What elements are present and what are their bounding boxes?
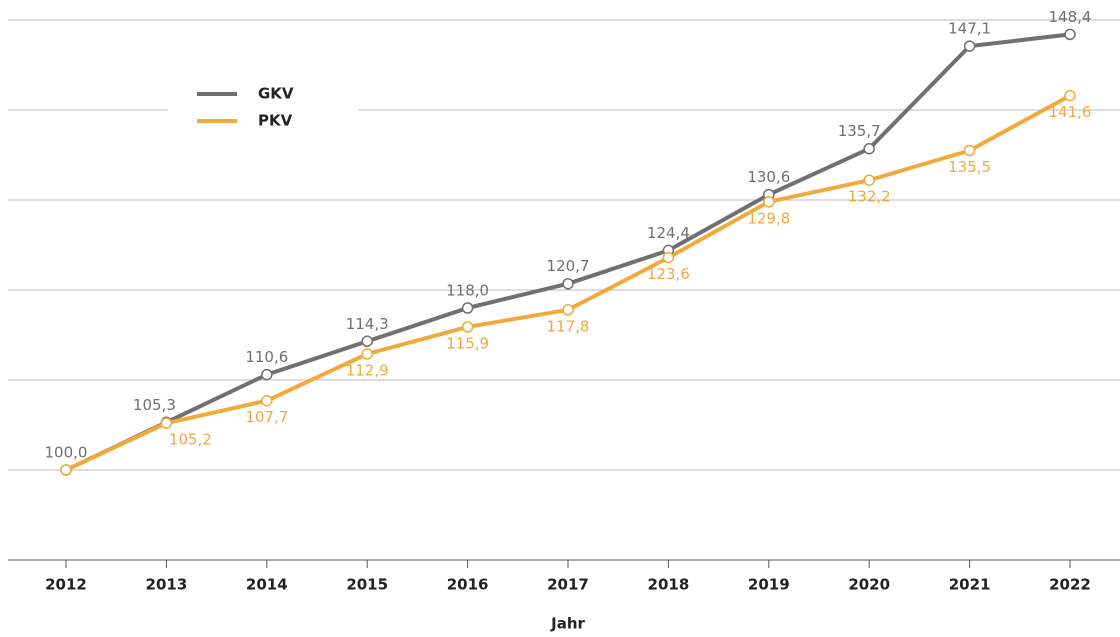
point-marker [662, 251, 675, 264]
legend-label: PKV [258, 112, 293, 130]
data-label: 124,4 [647, 224, 690, 242]
data-label: 135,5 [948, 158, 991, 176]
point-marker [863, 174, 875, 186]
point-marker [261, 368, 273, 381]
point-marker [1064, 89, 1076, 102]
x-tick-label: 2022 [1049, 576, 1091, 594]
point-marker [963, 144, 976, 157]
data-label: 141,6 [1049, 103, 1092, 121]
data-label: 147,1 [948, 20, 991, 38]
x-tick-label: 2012 [45, 576, 87, 594]
x-tick-label: 2018 [648, 576, 690, 594]
data-label: 115,9 [446, 334, 489, 352]
point-marker [562, 277, 574, 290]
data-label: 118,0 [446, 282, 489, 300]
x-tick-label: 2015 [346, 576, 388, 594]
data-label: 105,2 [169, 431, 212, 449]
x-tick-label: 2020 [848, 576, 890, 594]
point-marker [562, 304, 574, 316]
x-tick-label: 2013 [146, 576, 188, 594]
point-marker [963, 40, 976, 52]
point-marker [1064, 28, 1076, 41]
x-tick-label: 2016 [447, 576, 489, 594]
data-label: 117,8 [547, 317, 590, 335]
x-tick-label: 2019 [748, 576, 790, 594]
point-marker [461, 302, 474, 314]
data-label: 107,7 [245, 408, 288, 426]
data-label: 132,2 [848, 188, 891, 206]
point-marker [261, 394, 273, 407]
x-tick-label: 2017 [547, 576, 589, 594]
data-label: 120,7 [547, 257, 590, 275]
data-label: 110,6 [245, 348, 288, 366]
point-marker [863, 142, 875, 155]
data-label: 114,3 [346, 315, 389, 333]
data-label: 100,0 [45, 444, 88, 462]
legend-bg [168, 80, 358, 136]
point-marker [361, 335, 373, 348]
x-tick-label: 2021 [949, 576, 991, 594]
legend-label: GKV [258, 85, 294, 103]
data-label: 129,8 [747, 209, 790, 227]
data-label: 130,6 [747, 168, 790, 186]
point-marker [160, 417, 173, 429]
data-label: 112,9 [346, 361, 389, 379]
data-label: 148,4 [1049, 8, 1092, 26]
point-marker [361, 348, 373, 360]
data-label: 105,3 [133, 396, 176, 414]
point-marker [461, 321, 474, 333]
x-tick-label: 2014 [246, 576, 288, 594]
point-marker [763, 196, 775, 208]
data-label: 135,7 [838, 122, 881, 140]
data-label: 123,6 [647, 265, 690, 283]
x-axis-label: Jahr [550, 615, 585, 633]
point-marker [60, 464, 72, 476]
